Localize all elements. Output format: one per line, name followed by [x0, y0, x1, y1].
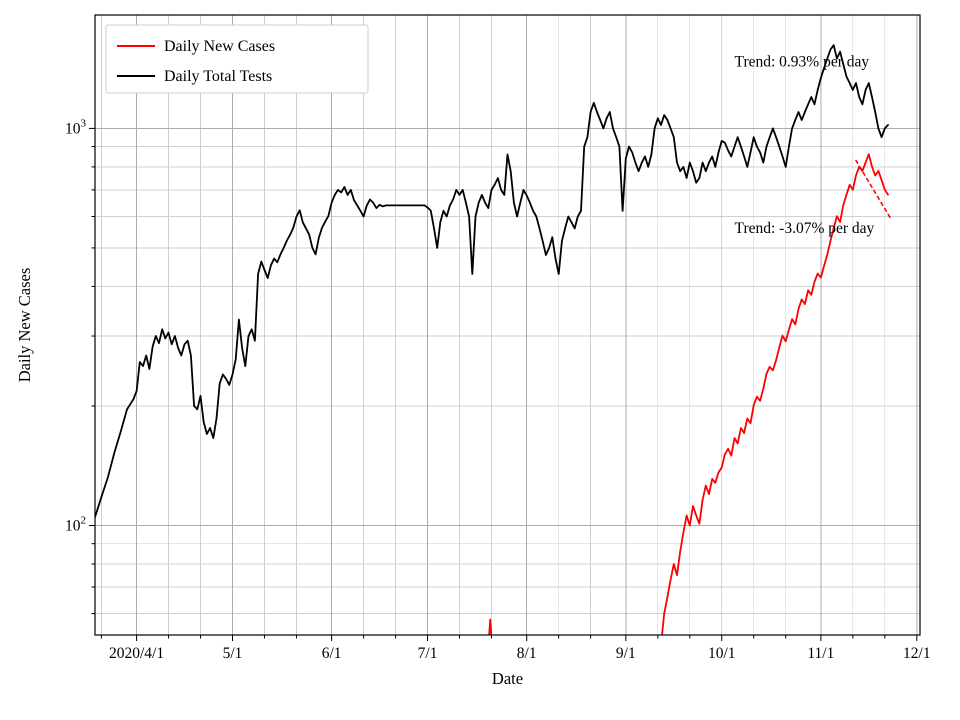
axis-ticks [89, 127, 918, 641]
svg-text:102: 102 [65, 515, 86, 535]
svg-text:6/1: 6/1 [322, 645, 342, 662]
legend: Daily New Cases Daily Total Tests [105, 24, 369, 94]
svg-text:12/1: 12/1 [903, 645, 931, 662]
plot-frame [94, 14, 921, 636]
trend-annotation-0: Trend: 0.93% per day [735, 54, 870, 71]
x-tick-labels: 2020/4/1 5/1 6/1 7/1 8/1 9/1 10/1 11/1 12/1 [109, 645, 931, 662]
svg-text:11/1: 11/1 [807, 645, 834, 662]
svg-text:7/1: 7/1 [418, 645, 438, 662]
trend-annotations: Trend: 0.93% per day Trend: -3.07% per da… [735, 54, 875, 237]
y-tick-labels: 102 103 [65, 117, 87, 534]
series-daily-total-tests [95, 44, 889, 518]
legend-label-0: Daily New Cases [164, 38, 275, 55]
grid-minor [95, 15, 920, 635]
trend-annotation-1: Trend: -3.07% per day [735, 220, 875, 237]
grid-major [95, 15, 920, 635]
series-daily-new-cases-seg0 [488, 618, 493, 635]
svg-text:103: 103 [65, 117, 87, 137]
series-daily-new-cases-seg1 [661, 153, 889, 635]
series-new-cases-trend-fit [855, 159, 892, 221]
y-axis-label: Daily New Cases [15, 268, 34, 383]
svg-text:5/1: 5/1 [223, 645, 243, 662]
svg-text:9/1: 9/1 [616, 645, 636, 662]
svg-text:8/1: 8/1 [517, 645, 537, 662]
legend-label-1: Daily Total Tests [164, 68, 272, 85]
svg-text:2020/4/1: 2020/4/1 [109, 645, 164, 662]
x-axis-label: Date [492, 669, 523, 688]
svg-text:10/1: 10/1 [708, 645, 736, 662]
series-group [95, 44, 892, 635]
